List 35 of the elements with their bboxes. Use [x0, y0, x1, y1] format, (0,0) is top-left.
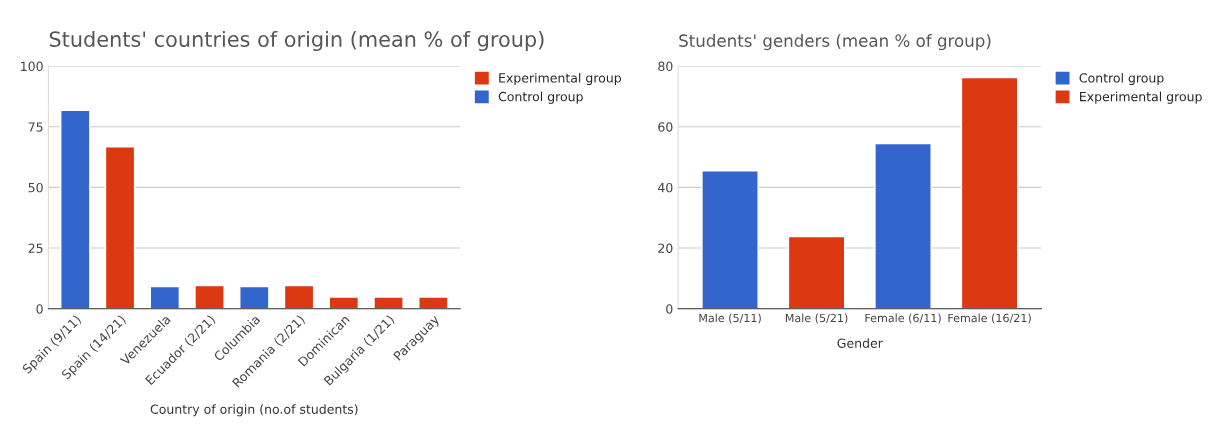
- bar: [960, 76, 1019, 309]
- y-tick-label: 100: [21, 61, 43, 72]
- y-tick-label: 50: [28, 182, 43, 193]
- y-tick-label: 0: [666, 304, 673, 314]
- legend-label: Control group: [498, 91, 583, 104]
- bar: [194, 284, 225, 309]
- bar: [373, 296, 404, 309]
- x-tick-label: Female (16/21): [948, 313, 1031, 324]
- chart-title: Students' countries of origin (mean % of group): [49, 30, 544, 52]
- bar: [239, 285, 270, 309]
- y-tick-label: 20: [658, 243, 673, 253]
- y-tick-label: 60: [658, 122, 673, 132]
- legend-label: Control group: [1079, 72, 1164, 86]
- bar: [328, 296, 360, 309]
- x-tick-label: Male (5/21): [785, 313, 848, 324]
- bar: [149, 285, 181, 309]
- bar: [874, 142, 932, 309]
- bar: [60, 109, 91, 309]
- x-tick-label: Male (5/11): [699, 313, 761, 324]
- x-axis-title: Country of origin (no.of students): [150, 404, 358, 417]
- legend-label: Experimental group: [1080, 91, 1202, 104]
- y-tick-label: 0: [36, 304, 43, 314]
- x-tick-label: Female (6/11): [865, 313, 941, 324]
- legend-label: Experimental group: [499, 72, 621, 86]
- bar: [701, 170, 759, 309]
- x-axis-title: Gender: [837, 338, 883, 348]
- bar: [104, 146, 136, 309]
- y-tick-label: 80: [658, 61, 673, 72]
- bar: [283, 284, 315, 309]
- bar: [418, 296, 449, 309]
- chart-title: Students' genders (mean % of group): [679, 34, 991, 51]
- y-tick-label: 75: [28, 122, 43, 132]
- y-tick-label: 40: [658, 182, 673, 193]
- bar: [787, 235, 846, 309]
- y-tick-label: 25: [28, 243, 43, 253]
